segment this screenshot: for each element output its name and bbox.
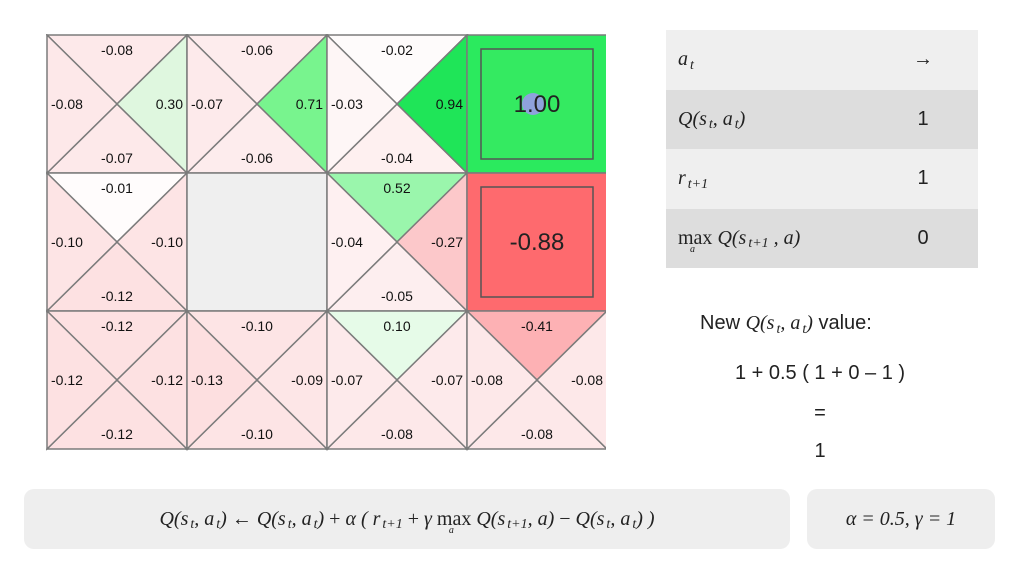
gridworld: -0.08 -0.07 -0.08 0.30 -0.06 -0.06 -0.07 0.71 -0…	[46, 34, 606, 452]
cell-r2c0-left-triangle	[46, 309, 119, 451]
cell-r2c1-left-value: -0.13	[191, 372, 223, 388]
q-label: Q(s t, a t)	[666, 89, 868, 149]
cell-r1c0-down-value: -0.12	[101, 288, 133, 304]
cell-r1c3-terminal-inner	[480, 186, 594, 298]
cell-r0c0-left-value: -0.08	[51, 96, 83, 112]
cell-r0c1-up-value: -0.06	[241, 42, 273, 58]
cell-r1c1-wall	[186, 172, 328, 312]
cell-r1c2-down-value: -0.05	[381, 288, 413, 304]
gridworld-svg: -0.08 -0.07 -0.08 0.30 -0.06 -0.06 -0.07 0.71 -0…	[46, 34, 606, 451]
cell-r0c2-down-value: -0.04	[381, 150, 413, 166]
row-q: Q(s t, a t) 1	[666, 89, 978, 149]
cell-r2c3-down-value: -0.08	[521, 426, 553, 442]
cell-r0c0-down-value: -0.07	[101, 150, 133, 166]
maxq-value: 0	[868, 208, 978, 268]
cell-r0c1-left-value: -0.07	[191, 96, 223, 112]
cell-r2c2-right-value: -0.07	[431, 372, 463, 388]
cell-r2c2-down-value: -0.08	[381, 426, 413, 442]
agent-marker	[522, 93, 544, 115]
cell-r2c1-right-value: -0.09	[291, 372, 323, 388]
cell-r2c1-left-triangle	[186, 309, 259, 451]
cell-r0c0-right-value: 0.30	[156, 96, 183, 112]
calc-equals: =	[814, 402, 826, 424]
q-update-formula: Q(s t, a t) ← Q(s t, a t) + α ( r t+1 + γ max a Q(s t…	[24, 489, 790, 549]
cell-r0c1-down-value: -0.06	[241, 150, 273, 166]
cell-r2c0-right-value: -0.12	[151, 372, 183, 388]
cell-r1c0-up-value: -0.01	[101, 180, 133, 196]
cell-r0c0-left-triangle	[46, 34, 119, 175]
cell-r2c3-up-value: -0.41	[521, 318, 553, 334]
cell-r2c1-down-value: -0.10	[241, 426, 273, 442]
cell-r2c0-down-value: -0.12	[101, 426, 133, 442]
cell-r2c2-left-value: -0.07	[331, 372, 363, 388]
cell-r0c1-right-value: 0.71	[296, 96, 323, 112]
cell-r1c2-right-value: -0.27	[431, 234, 463, 250]
cell-r0c2-left-triangle	[326, 34, 399, 175]
cell-r1c2-left-triangle	[326, 171, 399, 313]
cell-r2c0-up-value: -0.12	[101, 318, 133, 334]
cell-r1c0-right-value: -0.10	[151, 234, 183, 250]
cell-r1c0-left-value: -0.10	[51, 234, 83, 250]
cell-r2c3-left-value: -0.08	[471, 372, 503, 388]
cell-r2c3-right-triangle	[535, 310, 606, 450]
calc-expression: 1 + 0.5 ( 1 + 0 – 1 )	[734, 362, 906, 384]
cell-r2c1-up-value: -0.10	[241, 318, 273, 334]
action-value: →	[868, 30, 978, 90]
cell-r0c2-right-value: 0.94	[436, 96, 463, 112]
reward-label: r t+1	[666, 149, 868, 209]
cell-r0c1-left-triangle	[186, 34, 259, 175]
q-value: 1	[868, 89, 978, 149]
row-maxq: max a Q(s t+1 , a) 0	[666, 208, 978, 268]
cell-r2c2-left-triangle	[326, 309, 399, 451]
new-q-heading: New Q(s t, a t) value:	[700, 312, 872, 337]
cell-r0c2-up-value: -0.02	[381, 42, 413, 58]
maxq-label: max a Q(s t+1 , a)	[666, 208, 868, 268]
calc-result: 1	[814, 440, 826, 462]
cell-r1c0-left-triangle	[46, 171, 119, 313]
cell-r2c3-left-triangle	[466, 309, 539, 451]
cell-r0c3-terminal-value: 1.00	[514, 91, 561, 118]
row-reward: r t+1 1	[666, 149, 978, 209]
cell-r2c0-left-value: -0.12	[51, 372, 83, 388]
cell-r1c3-terminal-value: -0.88	[510, 229, 565, 256]
reward-value: 1	[868, 149, 978, 209]
cell-r2c2-up-value: 0.10	[383, 318, 410, 334]
cell-r1c2-up-value: 0.52	[383, 180, 410, 196]
params-panel: α = 0.5, γ = 1	[807, 489, 995, 549]
params-text: α = 0.5, γ = 1	[845, 507, 957, 530]
cell-r1c2-left-value: -0.04	[331, 234, 363, 250]
cell-r2c3-right-value: -0.08	[571, 372, 603, 388]
cell-r0c0-up-value: -0.08	[101, 42, 133, 58]
cell-r0c2-left-value: -0.03	[331, 96, 363, 112]
